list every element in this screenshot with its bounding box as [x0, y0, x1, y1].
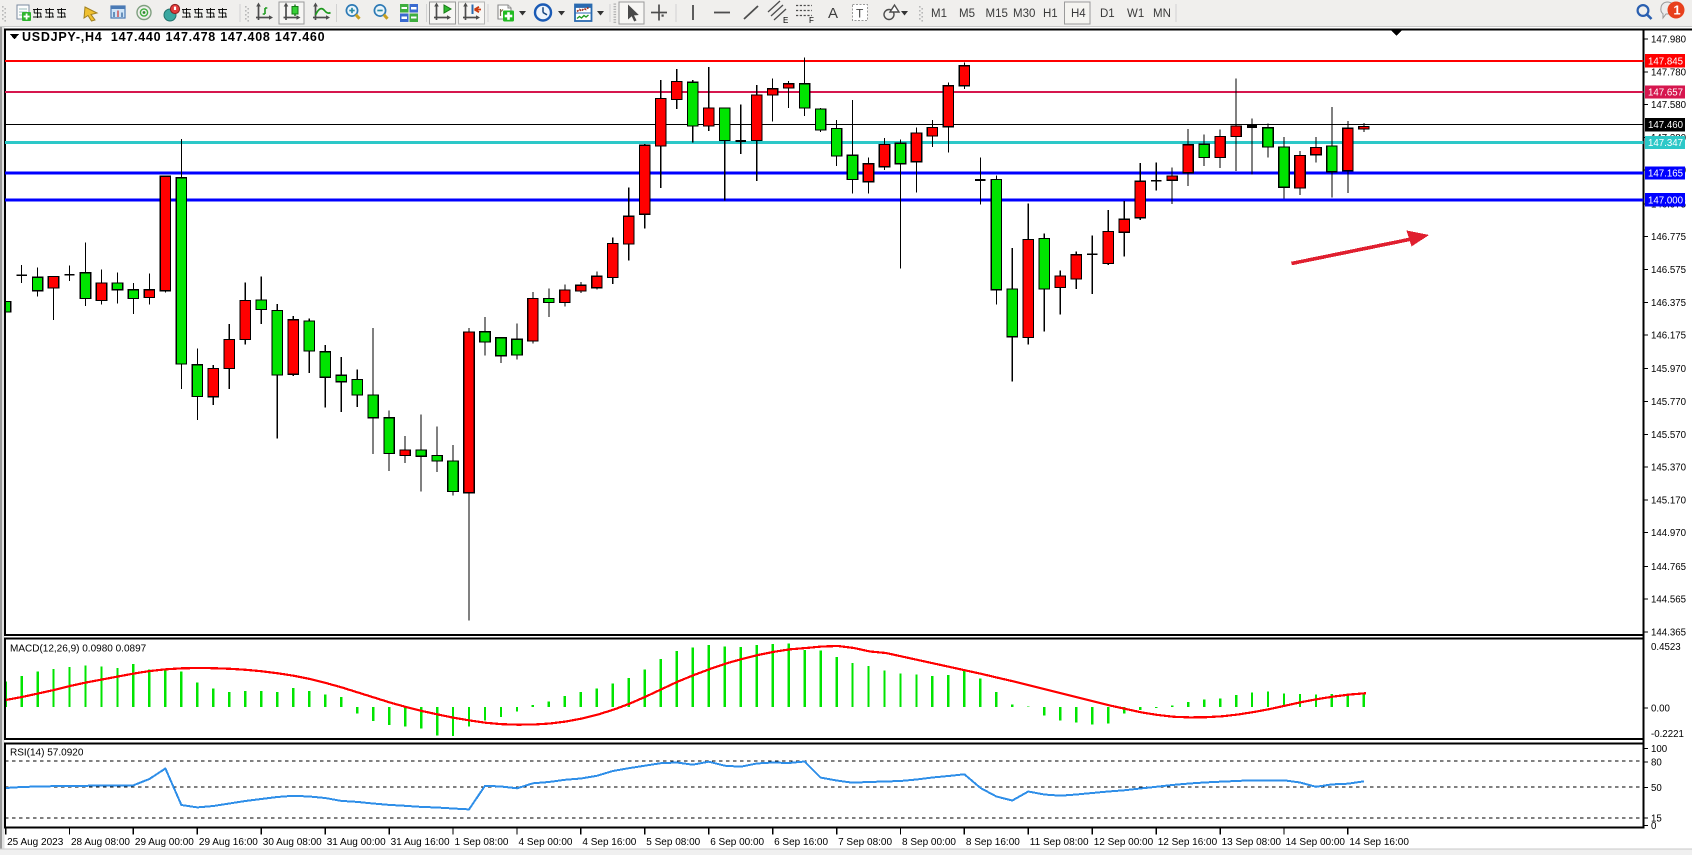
- svg-text:H1: H1: [1043, 8, 1058, 20]
- svg-text:146.375: 146.375: [1651, 298, 1686, 309]
- svg-text:MACD(12,26,9) 0.0980 0.0897: MACD(12,26,9) 0.0980 0.0897: [10, 644, 147, 655]
- svg-text:0.4523: 0.4523: [1651, 642, 1681, 653]
- svg-text:147.580: 147.580: [1651, 100, 1687, 111]
- svg-text:28 Aug 08:00: 28 Aug 08:00: [71, 837, 130, 848]
- svg-text:T: T: [856, 7, 864, 21]
- svg-text:M5: M5: [959, 8, 975, 20]
- svg-text:4 Sep 16:00: 4 Sep 16:00: [582, 837, 636, 848]
- svg-text:144.970: 144.970: [1651, 528, 1687, 539]
- svg-text:144.565: 144.565: [1651, 595, 1686, 606]
- svg-text:29 Aug 16:00: 29 Aug 16:00: [199, 837, 258, 848]
- svg-text:M15: M15: [986, 8, 1008, 20]
- svg-text:144.365: 144.365: [1651, 627, 1686, 638]
- svg-text:H4: H4: [1071, 8, 1086, 20]
- svg-text:147.165: 147.165: [1648, 169, 1683, 180]
- svg-text:145.970: 145.970: [1651, 364, 1687, 375]
- svg-text:5 Sep 08:00: 5 Sep 08:00: [646, 837, 700, 848]
- svg-text:13 Sep 08:00: 13 Sep 08:00: [1222, 837, 1282, 848]
- svg-text:E: E: [783, 16, 788, 25]
- svg-text:30 Aug 08:00: 30 Aug 08:00: [263, 837, 322, 848]
- svg-text:D1: D1: [1100, 8, 1115, 20]
- svg-text:8 Sep 00:00: 8 Sep 00:00: [902, 837, 956, 848]
- svg-text:F: F: [809, 16, 814, 25]
- svg-text:-0.2221: -0.2221: [1651, 729, 1684, 740]
- svg-text:146.775: 146.775: [1651, 232, 1686, 243]
- svg-text:147.780: 147.780: [1651, 67, 1687, 78]
- svg-text:25 Aug 2023: 25 Aug 2023: [7, 837, 64, 848]
- svg-text:USDJPY-,H4 147.440 147.478 14: USDJPY-,H4 147.440 147.478 147.408 147.4…: [22, 30, 325, 44]
- svg-text:147.845: 147.845: [1648, 56, 1683, 67]
- svg-text:12 Sep 00:00: 12 Sep 00:00: [1094, 837, 1154, 848]
- svg-text:A: A: [828, 5, 838, 22]
- svg-text:0.00: 0.00: [1651, 703, 1670, 714]
- svg-text:147.347: 147.347: [1648, 138, 1683, 149]
- svg-text:145.170: 145.170: [1651, 495, 1687, 506]
- svg-text:RSI(14) 57.0920: RSI(14) 57.0920: [10, 748, 84, 759]
- svg-text:145.370: 145.370: [1651, 463, 1687, 474]
- svg-text:31 Aug 00:00: 31 Aug 00:00: [327, 837, 386, 848]
- svg-text:1 Sep 08:00: 1 Sep 08:00: [455, 837, 509, 848]
- svg-text:146.575: 146.575: [1651, 265, 1686, 276]
- svg-text:147.000: 147.000: [1648, 195, 1684, 206]
- svg-text:11 Sep 08:00: 11 Sep 08:00: [1030, 837, 1089, 848]
- svg-text:14 Sep 16:00: 14 Sep 16:00: [1349, 837, 1409, 848]
- svg-text:15: 15: [1651, 814, 1662, 825]
- svg-text:M30: M30: [1013, 8, 1035, 20]
- svg-text:31 Aug 16:00: 31 Aug 16:00: [391, 837, 450, 848]
- svg-text:6 Sep 16:00: 6 Sep 16:00: [774, 837, 828, 848]
- svg-text:MN: MN: [1153, 8, 1171, 20]
- svg-text:147.980: 147.980: [1651, 35, 1687, 46]
- svg-text:0: 0: [1651, 821, 1657, 832]
- svg-text:14 Sep 00:00: 14 Sep 00:00: [1286, 837, 1346, 848]
- svg-text:W1: W1: [1127, 8, 1144, 20]
- svg-text:147.460: 147.460: [1648, 120, 1684, 131]
- svg-text:146.175: 146.175: [1651, 331, 1686, 342]
- svg-text:145.570: 145.570: [1651, 430, 1687, 441]
- svg-text:7 Sep 08:00: 7 Sep 08:00: [838, 837, 892, 848]
- svg-text:1: 1: [1673, 3, 1680, 18]
- svg-text:100: 100: [1651, 744, 1668, 755]
- svg-text:M1: M1: [931, 8, 947, 20]
- svg-text:4 Sep 00:00: 4 Sep 00:00: [519, 837, 573, 848]
- svg-text:6 Sep 00:00: 6 Sep 00:00: [710, 837, 764, 848]
- svg-text:12 Sep 16:00: 12 Sep 16:00: [1158, 837, 1218, 848]
- svg-text:50: 50: [1651, 783, 1662, 794]
- svg-text:80: 80: [1651, 758, 1662, 769]
- svg-text:144.765: 144.765: [1651, 562, 1686, 573]
- svg-text:29 Aug 00:00: 29 Aug 00:00: [135, 837, 194, 848]
- svg-text:145.770: 145.770: [1651, 397, 1687, 408]
- svg-text:8 Sep 16:00: 8 Sep 16:00: [966, 837, 1020, 848]
- svg-text:147.657: 147.657: [1648, 87, 1683, 98]
